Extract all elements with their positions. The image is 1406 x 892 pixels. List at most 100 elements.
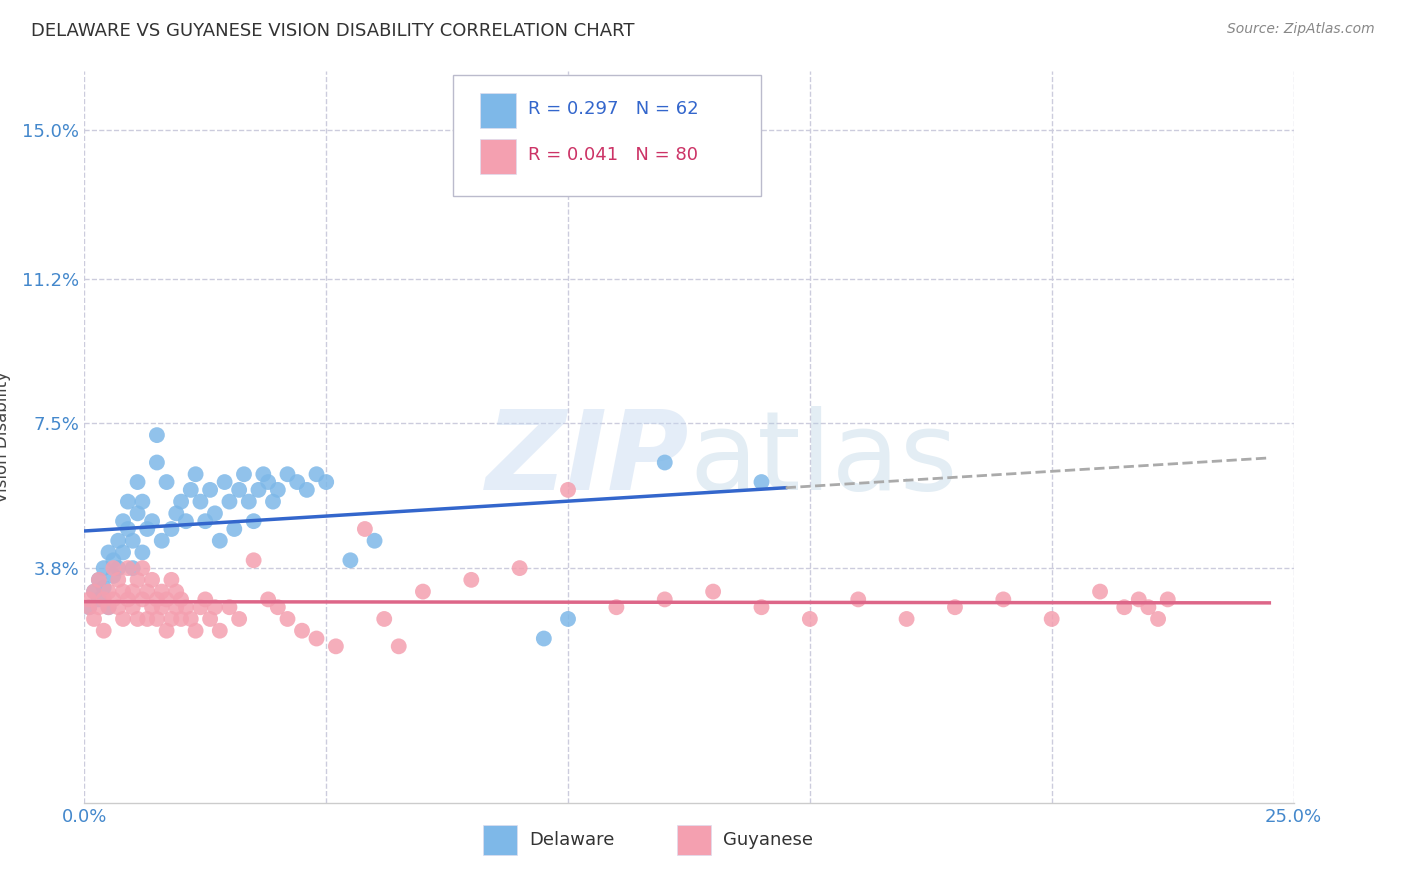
Point [228, 483, 250, 497]
Point [160, 522, 183, 536]
Point [146, 612, 169, 626]
Point [799, 612, 821, 626]
Point [218, 494, 240, 508]
Point [127, 507, 149, 521]
Point [121, 561, 143, 575]
Point [228, 612, 250, 626]
Point [363, 533, 385, 548]
Point [276, 612, 298, 626]
Point [184, 624, 207, 638]
Point [83, 612, 105, 626]
Point [295, 483, 318, 497]
Point [136, 522, 159, 536]
Point [170, 612, 193, 626]
Point [165, 600, 187, 615]
Point [117, 494, 139, 508]
FancyBboxPatch shape [479, 93, 516, 128]
Point [146, 592, 169, 607]
Point [146, 456, 169, 470]
Point [150, 600, 173, 615]
Point [247, 483, 270, 497]
Text: R = 0.297   N = 62: R = 0.297 N = 62 [529, 100, 699, 118]
Text: atlas: atlas [689, 406, 957, 513]
Point [107, 561, 129, 575]
Point [97, 600, 120, 615]
Point [93, 592, 115, 607]
Point [112, 545, 135, 559]
Point [198, 483, 221, 497]
Point [107, 600, 129, 615]
Point [190, 600, 212, 615]
Point [93, 561, 115, 575]
Point [460, 573, 482, 587]
Point [131, 494, 153, 508]
Point [155, 592, 177, 607]
Point [214, 475, 236, 489]
Point [87, 592, 110, 607]
Text: Source: ZipAtlas.com: Source: ZipAtlas.com [1227, 22, 1375, 37]
Point [654, 592, 676, 607]
Point [557, 612, 579, 626]
Point [131, 561, 153, 575]
Point [285, 475, 308, 489]
Point [103, 569, 125, 583]
Point [103, 561, 125, 575]
Point [262, 494, 284, 508]
Point [170, 494, 193, 508]
Point [1157, 592, 1180, 607]
Point [533, 632, 555, 646]
Point [93, 581, 115, 595]
Y-axis label: Vision Disability: Vision Disability [0, 371, 11, 503]
Point [127, 612, 149, 626]
Point [127, 573, 149, 587]
Point [77, 600, 100, 615]
FancyBboxPatch shape [676, 825, 710, 855]
Point [305, 632, 328, 646]
Point [751, 600, 773, 615]
Point [97, 545, 120, 559]
Point [87, 573, 110, 587]
Point [896, 612, 918, 626]
Point [112, 612, 135, 626]
Point [141, 600, 163, 615]
Point [257, 592, 280, 607]
Point [208, 624, 231, 638]
Point [117, 561, 139, 575]
Point [388, 640, 411, 654]
FancyBboxPatch shape [479, 138, 516, 174]
Point [141, 514, 163, 528]
Point [1114, 600, 1136, 615]
Point [354, 522, 377, 536]
Point [77, 592, 100, 607]
Point [208, 533, 231, 548]
Point [155, 624, 177, 638]
Text: Guyanese: Guyanese [723, 831, 813, 849]
Text: R = 0.041   N = 80: R = 0.041 N = 80 [529, 145, 699, 164]
Point [373, 612, 395, 626]
Point [190, 494, 212, 508]
Point [1040, 612, 1063, 626]
Point [87, 573, 110, 587]
Point [165, 584, 187, 599]
Point [136, 584, 159, 599]
Point [267, 483, 290, 497]
Point [117, 592, 139, 607]
Point [238, 494, 260, 508]
Point [83, 584, 105, 599]
Point [131, 545, 153, 559]
FancyBboxPatch shape [453, 75, 762, 195]
Point [1147, 612, 1170, 626]
Point [291, 624, 314, 638]
Point [204, 507, 226, 521]
Point [131, 592, 153, 607]
Point [242, 553, 264, 567]
Point [702, 584, 724, 599]
Point [224, 522, 246, 536]
Point [339, 553, 361, 567]
Point [146, 428, 169, 442]
Point [605, 600, 627, 615]
Point [107, 533, 129, 548]
Point [170, 592, 193, 607]
Point [194, 514, 217, 528]
Point [257, 475, 280, 489]
